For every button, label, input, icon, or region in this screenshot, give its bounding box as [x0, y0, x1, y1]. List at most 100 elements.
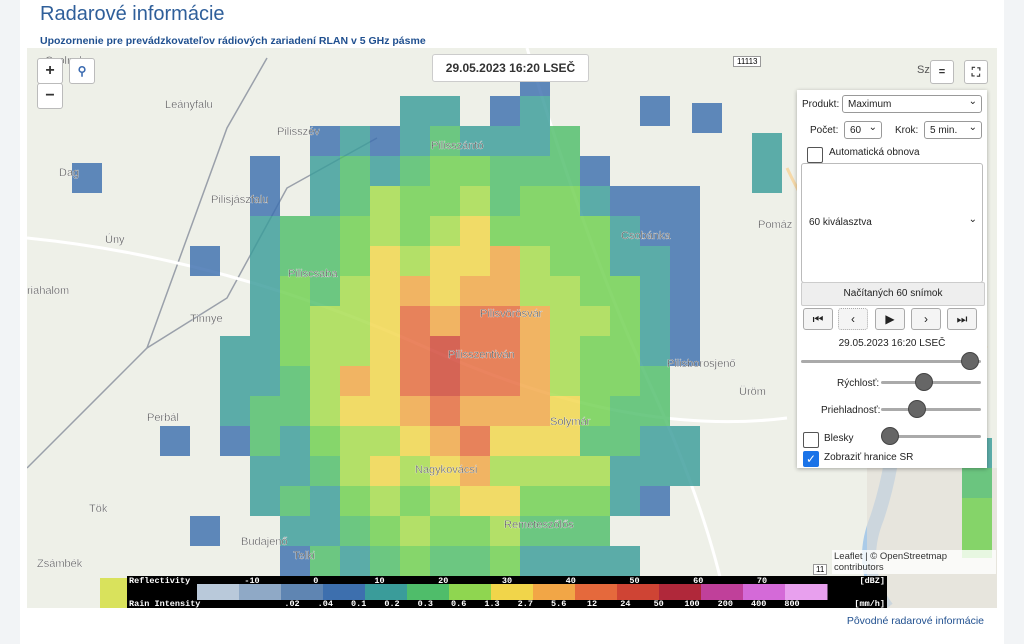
radar-cell [280, 426, 310, 456]
radar-cell [400, 336, 430, 366]
lightning-slider-knob[interactable] [881, 427, 899, 445]
radar-cell [640, 366, 670, 396]
legend-color [743, 584, 786, 600]
count-select[interactable]: 60 [844, 119, 882, 139]
radar-cell [610, 396, 640, 426]
radar-cell [400, 396, 430, 426]
legend-label: 800 [784, 599, 799, 608]
frame-slider[interactable] [801, 360, 981, 363]
radar-cell [670, 216, 700, 246]
radar-cell [310, 426, 340, 456]
layers-button[interactable]: = [930, 60, 954, 84]
radar-cell [580, 156, 610, 186]
radar-cell [340, 516, 370, 546]
legend-label: 200 [718, 599, 733, 608]
radar-cell [370, 546, 400, 576]
radar-cell [370, 486, 400, 516]
auto-refresh-checkbox[interactable] [807, 147, 823, 163]
last-frame-button[interactable]: ⏭ [947, 308, 977, 330]
legend-label: 1.3 [484, 599, 499, 608]
radar-cell [580, 516, 610, 546]
radar-cell [430, 546, 460, 576]
prev-frame-button[interactable]: ‹ [838, 308, 868, 330]
radar-cell [430, 186, 460, 216]
radar-cell [520, 456, 550, 486]
radar-cell [460, 216, 490, 246]
radar-cell [550, 246, 580, 276]
radar-cell [430, 156, 460, 186]
product-select[interactable]: Maximum [842, 93, 982, 113]
radar-cell [340, 486, 370, 516]
radar-cell [490, 546, 520, 576]
radar-cell [460, 336, 490, 366]
radar-cell [370, 366, 400, 396]
loaded-button[interactable]: Načítaných 60 snímok [801, 282, 985, 306]
radar-cell [610, 246, 640, 276]
borders-checkbox[interactable]: ✓ [803, 451, 819, 467]
place-label: Perbál [147, 412, 179, 424]
place-label: Csobánka [621, 230, 671, 242]
radar-cell [400, 366, 430, 396]
radar-cell [310, 186, 340, 216]
radar-cell [670, 336, 700, 366]
next-frame-button[interactable]: › [911, 308, 941, 330]
radar-cell [550, 516, 580, 546]
radar-cell [460, 516, 490, 546]
legend-label: .02 [284, 599, 299, 608]
radar-cell [550, 306, 580, 336]
legend-color [575, 584, 618, 600]
place-label: Piliscsaba [288, 268, 338, 280]
radar-cell [400, 246, 430, 276]
radar-cell [460, 186, 490, 216]
place-label: Telki [293, 550, 315, 562]
lightning-checkbox[interactable] [803, 432, 819, 448]
speed-slider-knob[interactable] [915, 373, 933, 391]
step-select[interactable]: 5 min. [924, 119, 982, 139]
first-frame-button[interactable]: ⏮ [803, 308, 833, 330]
frame-slider-knob[interactable] [961, 352, 979, 370]
radar-cell [400, 126, 430, 156]
frame-time: 29.05.2023 16:20 LSEČ [838, 338, 946, 349]
legend-title: Reflectivity [129, 576, 190, 586]
radar-cell [430, 276, 460, 306]
radar-cell [610, 456, 640, 486]
attribution[interactable]: Leaflet | © OpenStreetmap contributors [832, 550, 996, 574]
radar-cell [490, 276, 520, 306]
place-label: Zsámbék [37, 558, 83, 570]
zoom-in-button[interactable]: + [37, 58, 63, 84]
legend-label: 60 [693, 576, 703, 586]
radar-cell [280, 216, 310, 246]
lightning-slider[interactable] [881, 435, 981, 438]
radar-cell [190, 516, 220, 546]
radar-cell [520, 426, 550, 456]
radar-cell [640, 396, 670, 426]
play-button[interactable]: ▶ [875, 308, 905, 330]
radar-cell [610, 276, 640, 306]
radar-cell [580, 546, 610, 576]
radar-cell [580, 306, 610, 336]
opacity-slider[interactable] [881, 408, 981, 411]
product-label: Produkt: [802, 99, 840, 110]
original-link[interactable]: Pôvodné radarové informácie [846, 615, 984, 627]
radar-cell [490, 246, 520, 276]
radar-cell [370, 186, 400, 216]
opacity-slider-knob[interactable] [908, 400, 926, 418]
radar-cell [250, 456, 280, 486]
radar-cell [220, 396, 250, 426]
radar-cell [490, 486, 520, 516]
radar-cell [340, 156, 370, 186]
legend-color [365, 584, 408, 600]
notice-link[interactable]: Upozornenie pre prevádzkovateľov rádiový… [40, 35, 426, 47]
search-button[interactable]: ⚲ [69, 58, 95, 84]
zoom-out-button[interactable]: − [37, 83, 63, 109]
borders-label: Zobraziť hranice SR [824, 452, 914, 463]
radar-cell [430, 456, 460, 486]
speed-label: Rýchlosť: [837, 378, 880, 389]
legend-color [659, 584, 702, 600]
selection-list[interactable]: 60 kiválasztva ⌄ [801, 163, 983, 283]
radar-cell [430, 336, 460, 366]
fullscreen-button[interactable]: ⛶ [964, 60, 988, 84]
road-number: 11113 [733, 56, 762, 67]
radar-cell [670, 456, 700, 486]
